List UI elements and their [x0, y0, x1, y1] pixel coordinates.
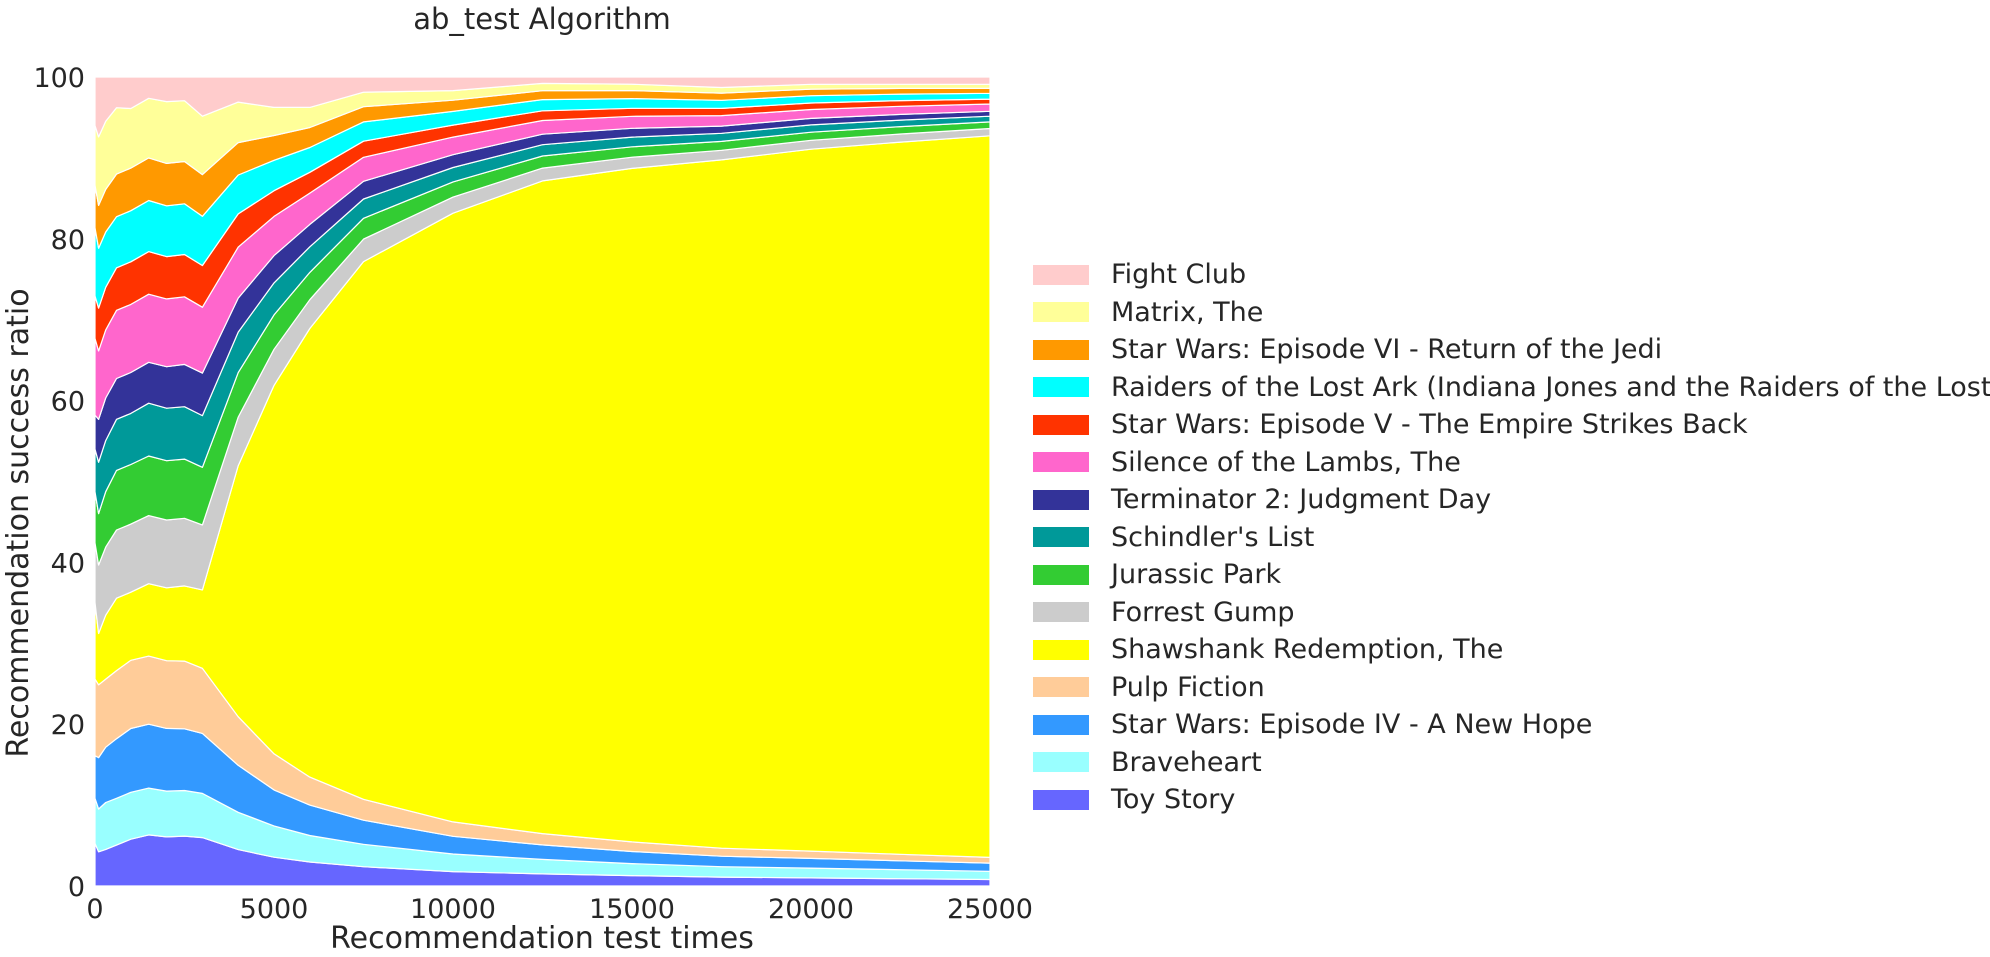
legend-swatch	[1033, 714, 1089, 735]
legend-label: Raiders of the Lost Ark (Indiana Jones a…	[1111, 371, 1990, 403]
area-fight-club	[94, 76, 991, 138]
legend-swatch	[1033, 339, 1089, 360]
legend-item: Fight Club	[1033, 256, 1990, 294]
x-axis-ticks: 0 5000 10000 15000 20000 25000	[86, 894, 1033, 925]
legend-label: Silence of the Lambs, The	[1111, 446, 1461, 478]
legend-swatch	[1033, 677, 1089, 698]
legend-item: Forrest Gump	[1033, 594, 1990, 632]
legend-label: Star Wars: Episode IV - A New Hope	[1111, 709, 1593, 741]
y-axis-ticks: 0 20 40 60 80 100	[33, 63, 85, 903]
legend: Fight Club Matrix, The Star Wars: Episode …	[1033, 256, 1990, 819]
y-tick-label: 60	[51, 387, 85, 418]
x-tick-label: 20000	[768, 894, 854, 925]
legend-label: Shawshank Redemption, The	[1111, 634, 1504, 666]
y-tick-label: 0	[68, 872, 85, 903]
legend-item: Matrix, The	[1033, 294, 1990, 332]
legend-item: Terminator 2: Judgment Day	[1033, 481, 1990, 519]
legend-item: Silence of the Lambs, The	[1033, 444, 1990, 482]
legend-label: Forrest Gump	[1111, 596, 1295, 628]
legend-swatch	[1033, 377, 1089, 398]
x-tick-label: 0	[86, 894, 103, 925]
legend-swatch	[1033, 752, 1089, 773]
legend-label: Fight Club	[1111, 259, 1247, 291]
y-tick-label: 20	[51, 710, 85, 741]
legend-label: Toy Story	[1111, 784, 1236, 816]
legend-swatch	[1033, 302, 1089, 323]
x-tick-label: 10000	[410, 894, 496, 925]
legend-swatch	[1033, 789, 1089, 810]
legend-label: Pulp Fiction	[1111, 671, 1265, 703]
legend-label: Jurassic Park	[1111, 559, 1282, 591]
x-tick-label: 25000	[947, 894, 1033, 925]
legend-swatch	[1033, 489, 1089, 510]
x-axis-title: Recommendation test times	[330, 921, 754, 956]
x-tick-label: 5000	[240, 894, 309, 925]
area-layers	[94, 76, 991, 887]
legend-item: Braveheart	[1033, 744, 1990, 782]
legend-label: Star Wars: Episode V - The Empire Strike…	[1111, 409, 1748, 441]
legend-swatch	[1033, 414, 1089, 435]
legend-item: Schindler's List	[1033, 519, 1990, 557]
legend-swatch	[1033, 527, 1089, 548]
legend-swatch	[1033, 264, 1089, 285]
legend-swatch	[1033, 452, 1089, 473]
legend-item: Shawshank Redemption, The	[1033, 631, 1990, 669]
legend-swatch	[1033, 564, 1089, 585]
y-tick-label: 80	[51, 225, 85, 256]
chart-title: ab_test Algorithm	[413, 2, 671, 36]
legend-item: Star Wars: Episode IV - A New Hope	[1033, 706, 1990, 744]
legend-item: Raiders of the Lost Ark (Indiana Jones a…	[1033, 369, 1990, 407]
legend-item: Pulp Fiction	[1033, 669, 1990, 707]
y-tick-label: 100	[33, 63, 85, 94]
y-tick-label: 40	[51, 548, 85, 579]
legend-swatch	[1033, 602, 1089, 623]
legend-label: Braveheart	[1111, 746, 1262, 778]
y-axis-title: Recommendation success ratio	[1, 288, 36, 757]
legend-item: Jurassic Park	[1033, 556, 1990, 594]
legend-item: Star Wars: Episode VI - Return of the Je…	[1033, 331, 1990, 369]
legend-label: Terminator 2: Judgment Day	[1111, 484, 1492, 516]
legend-label: Schindler's List	[1111, 521, 1315, 553]
legend-label: Matrix, The	[1111, 296, 1264, 328]
legend-item: Star Wars: Episode V - The Empire Strike…	[1033, 406, 1990, 444]
x-tick-label: 15000	[589, 894, 675, 925]
legend-swatch	[1033, 639, 1089, 660]
legend-label: Star Wars: Episode VI - Return of the Je…	[1111, 334, 1663, 366]
legend-item: Toy Story	[1033, 781, 1990, 819]
